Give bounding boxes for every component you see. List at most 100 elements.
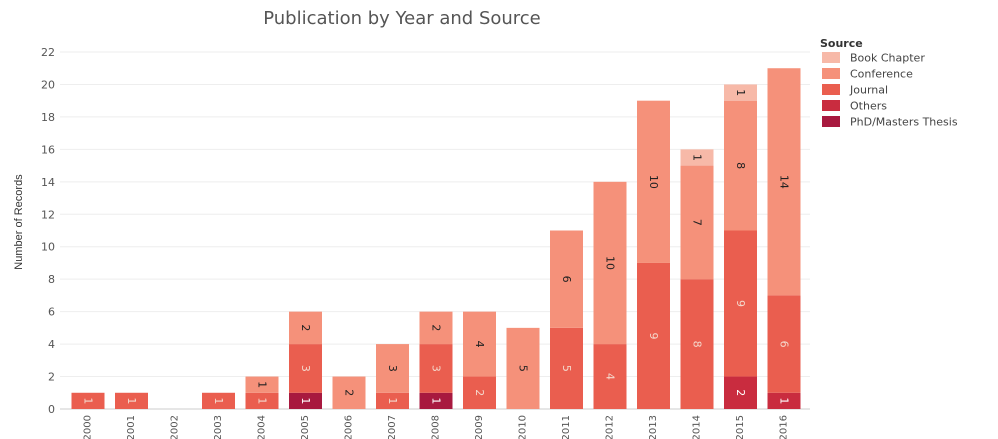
data-label: 3 [299, 365, 312, 372]
data-label: 2 [734, 389, 747, 396]
data-label: 2 [299, 324, 312, 331]
legend-label: Journal [849, 84, 888, 97]
legend-swatch [822, 68, 840, 79]
data-label: 1 [82, 397, 95, 404]
y-tick-label: 22 [41, 46, 55, 59]
bar-segment [506, 327, 540, 409]
bar-segment [637, 100, 670, 263]
data-label: 10 [647, 175, 660, 189]
x-tick-label: 2012 [605, 415, 616, 439]
data-label: 3 [430, 365, 443, 372]
bar-segment [767, 295, 801, 393]
x-tick-label: 2005 [300, 415, 311, 439]
bar-segment [419, 311, 453, 345]
y-tick-label: 10 [41, 241, 55, 254]
x-tick-label: 2016 [779, 415, 790, 439]
bar-segment [680, 149, 714, 166]
data-label: 1 [212, 397, 225, 404]
x-tick-label: 2009 [474, 415, 485, 439]
x-tick-label: 2000 [83, 415, 94, 439]
y-tick-label: 20 [41, 78, 55, 91]
legend-title: Source [820, 37, 863, 50]
bar-segment [376, 392, 409, 409]
y-axis-label: Number of Records [13, 174, 25, 270]
bar-segment [463, 376, 496, 409]
bar-segment [202, 392, 235, 409]
bar-stack-2003: 1 [202, 392, 235, 409]
legend-item: Others [822, 100, 887, 113]
bar-stack-2015: 2 9 8 1 [724, 84, 757, 409]
bar-stack-2013: 9 10 [637, 100, 670, 409]
x-axis-ticks: 2000 2001 2002 2003 2004 2005 2006 2007 2008 2009… [83, 415, 790, 439]
legend-label: PhD/Masters Thesis [850, 116, 958, 129]
data-label: 10 [604, 256, 617, 270]
data-label: 6 [778, 341, 791, 348]
x-tick-label: 2014 [692, 415, 703, 439]
bar-segment [593, 344, 627, 409]
bar-stack-2011: 56 [550, 230, 583, 409]
legend: Source Book Chapter Conference Journal Othe… [820, 37, 958, 129]
bar-segment [245, 392, 279, 409]
data-label: 9 [647, 332, 660, 339]
x-tick-label: 2008 [431, 415, 442, 439]
legend-label: Conference [850, 68, 913, 81]
bar-stack-2004: 11 [245, 376, 279, 409]
y-tick-label: 16 [41, 143, 55, 156]
bar-segment [680, 279, 714, 409]
bar-stack-2001: 1 [115, 392, 148, 409]
data-label: 14 [778, 175, 791, 189]
data-label: 2 [343, 389, 356, 396]
data-label: 1 [299, 397, 312, 404]
bar-stack-2008: 1 3 2 [419, 311, 453, 409]
legend-item: PhD/Masters Thesis [822, 116, 958, 129]
data-label: 4 [473, 341, 486, 348]
y-tick-label: 6 [48, 306, 55, 319]
x-tick-label: 2007 [387, 415, 398, 439]
legend-swatch [822, 52, 840, 63]
bar-segment [724, 376, 757, 409]
data-label: 5 [517, 365, 530, 372]
data-label: 1 [256, 397, 269, 404]
legend-swatch [822, 100, 840, 111]
bar-segment [637, 262, 670, 409]
bar-stack-2000: 1 [71, 392, 105, 409]
bar-segment [245, 376, 279, 393]
chart-title: Publication by Year and Source [263, 8, 541, 29]
data-label: 1 [778, 397, 791, 404]
data-label: 1 [256, 381, 269, 388]
legend-swatch [822, 84, 840, 95]
data-label: 2 [430, 324, 443, 331]
bar-segment [724, 230, 757, 377]
bar-segment [71, 392, 105, 409]
bar-segment [680, 165, 714, 280]
data-label: 1 [734, 89, 747, 96]
bar-segment [550, 327, 583, 409]
bar-segment [724, 100, 757, 231]
data-label: 5 [560, 365, 573, 372]
legend-item: Book Chapter [822, 52, 925, 65]
bar-stack-2009: 24 [463, 311, 496, 409]
data-label: 1 [125, 397, 138, 404]
data-label: 1 [430, 397, 443, 404]
bar-segment [463, 311, 496, 377]
y-tick-label: 2 [48, 371, 55, 384]
bar-segment [376, 344, 409, 393]
bar-segment [724, 84, 757, 101]
y-tick-label: 4 [48, 338, 55, 351]
bar-segment [767, 68, 801, 296]
x-tick-label: 2010 [518, 415, 529, 439]
bar-segment [550, 230, 583, 328]
data-label: 7 [691, 219, 704, 226]
bar-stack-2010: 5 [506, 327, 540, 409]
data-label: 3 [386, 365, 399, 372]
bar-segment [115, 392, 148, 409]
legend-item: Conference [822, 68, 913, 81]
bar-segment [332, 376, 366, 409]
x-tick-label: 2003 [213, 415, 224, 439]
x-tick-label: 2013 [648, 415, 659, 439]
x-tick-label: 2011 [561, 415, 572, 439]
data-label: 6 [560, 276, 573, 283]
